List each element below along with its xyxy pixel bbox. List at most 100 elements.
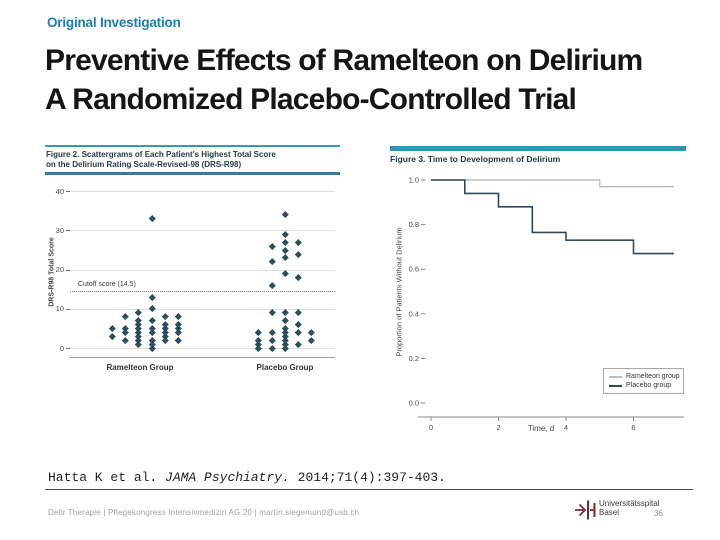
legend-label-ramelteon: Ramelteon group (626, 373, 680, 380)
scatter-point (134, 340, 142, 348)
x-tick-label: 2 (496, 423, 500, 432)
y-tick-label: 0.0 (409, 399, 419, 408)
footer-text: Delir Therapie | Pflegekongress Intensiv… (48, 508, 360, 517)
figure2-bottom-rule (45, 172, 340, 175)
legend-label-placebo: Placebo group (626, 382, 672, 389)
figure2-title: Figure 2. Scattergrams of Each Patient's… (46, 150, 276, 170)
x-tick-label: 0 (429, 423, 433, 432)
placebo-line-swatch (609, 384, 622, 387)
scatter-point (148, 329, 156, 336)
y-tick-label: 20 (55, 265, 64, 274)
y-tick-mark (66, 191, 70, 192)
citation: Hatta K et al. JAMA Psychiatry. 2014;71(… (48, 470, 446, 485)
figure3-svg: 0 2 4 6 0.0 0.2 0.4 0.6 0.8 1.0 (409, 176, 684, 432)
scatter-point (121, 313, 129, 320)
scatter-point (307, 336, 315, 344)
group-label-placebo: Placebo Group (256, 363, 314, 372)
y-tick-mark (66, 269, 70, 271)
y-tick-label: 0.8 (409, 220, 419, 229)
scatter-point (254, 329, 262, 336)
gridline (70, 348, 335, 349)
y-tick-label: 0.2 (409, 354, 419, 363)
gridline (70, 308, 335, 310)
figure3-y-axis-label: Proportion of Patients Without Delirium (394, 227, 404, 357)
y-tick-mark (66, 230, 70, 232)
y-tick-mark (66, 308, 70, 310)
y-tick-label: 1.0 (409, 176, 419, 185)
scatter-point (268, 309, 276, 316)
figure3-header-bar (390, 146, 686, 151)
scatter-point (268, 242, 276, 250)
figure2-plot: Cutoff score (14.5) 0 10 20 30 40 (56, 185, 335, 358)
university-hospital-logo: Universitätsspital Basel (574, 499, 659, 521)
x-tick-label: 6 (631, 423, 635, 432)
logo-text-line1: Universitätsspital (599, 499, 660, 508)
scatter-point (281, 254, 289, 261)
article-title-line2: A Randomized Placebo-Controlled Trial (45, 83, 577, 116)
km-curve-ramelteon (431, 179, 674, 188)
citation-journal: JAMA Psychiatry. (165, 470, 290, 485)
scatter-point (281, 270, 289, 277)
scatter-point (294, 274, 302, 281)
scatter-point (294, 321, 302, 328)
scatter-point (121, 336, 129, 344)
km-curve-placebo (431, 179, 674, 255)
y-tick-label: 0 (59, 343, 64, 353)
scatter-point (268, 281, 276, 289)
scatter-point (281, 309, 289, 316)
gridline (70, 230, 335, 232)
scatter-point (294, 250, 302, 258)
scatter-point (121, 329, 129, 336)
gridline (70, 191, 335, 192)
y-tick-label: 30 (55, 225, 64, 235)
scatter-point (161, 313, 169, 320)
scatter-point (268, 258, 276, 265)
figure2-panel: Figure 2. Scattergrams of Each Patient's… (45, 145, 340, 390)
figure2-top-rule (45, 145, 340, 147)
usb-logo-icon (575, 500, 596, 520)
scatter-point (294, 238, 302, 246)
scatter-point (268, 344, 276, 352)
figure3-title: Figure 3. Time to Development of Deliriu… (390, 154, 561, 164)
scatter-point (108, 332, 116, 340)
figure3-panel: Figure 3. Time to Development of Deliriu… (390, 146, 690, 441)
y-tick-label: 0.6 (409, 265, 419, 274)
article-title-line1: Preventive Effects of Ramelteon on Delir… (45, 44, 643, 77)
group-label-ramelteon: Ramelteon Group (106, 363, 174, 372)
scatter-point (148, 317, 156, 324)
cutoff-line (70, 291, 335, 293)
y-tick-label: 40 (55, 186, 64, 196)
scatter-point (148, 215, 156, 222)
citation-divider (45, 489, 693, 490)
scatter-point (281, 230, 289, 238)
scatter-point (174, 336, 182, 344)
scatter-point (161, 336, 169, 344)
figure3-legend: Ramelteon group Placebo group (603, 368, 684, 394)
logo-text-line2: Basel (599, 508, 620, 517)
legend-item-ramelteon: Ramelteon group (609, 372, 683, 381)
gridline (70, 269, 335, 271)
scatter-point (281, 238, 289, 246)
scatter-point (268, 329, 276, 336)
scatter-point (148, 293, 156, 301)
y-tick-mark (66, 348, 70, 349)
legend-item-placebo: Placebo group (609, 381, 683, 390)
y-tick-label: 10 (55, 304, 64, 314)
scatter-point (307, 329, 315, 336)
scatter-point (281, 246, 289, 254)
cutoff-score-label: Cutoff score (14.5) (78, 281, 136, 289)
scatter-point (148, 305, 156, 312)
scatter-point (294, 329, 302, 336)
citation-authors: Hatta K et al. (48, 470, 166, 485)
scatter-point (281, 317, 289, 324)
scatter-point (281, 211, 289, 218)
scatter-point (294, 309, 302, 316)
scatter-point (108, 325, 116, 332)
scatter-point (268, 336, 276, 344)
figure3-x-axis-label: Time, d (527, 424, 555, 433)
page-number: 36 (654, 509, 663, 518)
scatter-point (174, 313, 182, 320)
ramelteon-line-swatch (609, 375, 622, 378)
scatter-point (174, 329, 182, 336)
